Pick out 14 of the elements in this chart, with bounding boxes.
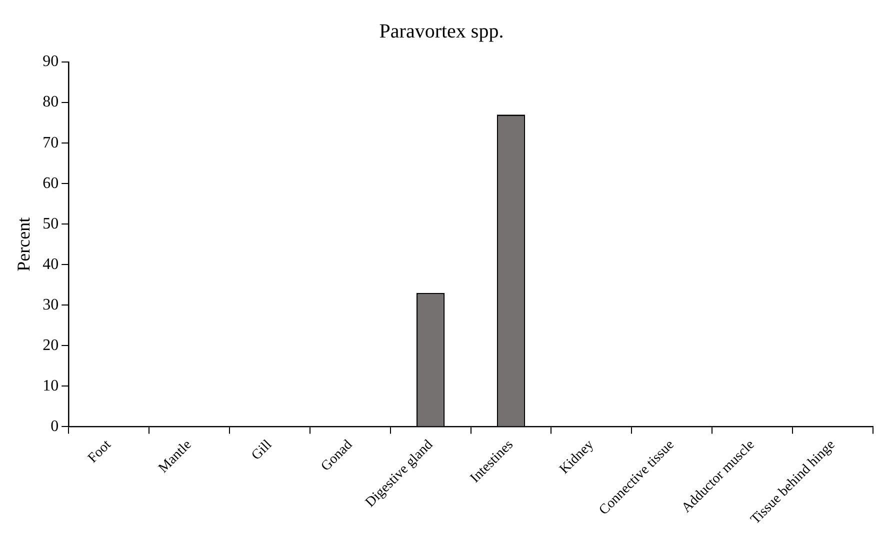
y-tick-label: 50 xyxy=(42,215,59,232)
y-tick-label: 20 xyxy=(42,336,59,354)
y-tick-label: 0 xyxy=(50,418,59,435)
y-tick-label: 40 xyxy=(42,256,59,273)
y-tick-label: 70 xyxy=(42,134,59,152)
chart-title: Paravortex spp. xyxy=(379,20,504,42)
y-axis-title: Percent xyxy=(14,217,34,272)
y-tick-label: 10 xyxy=(42,377,59,394)
y-tick-label: 90 xyxy=(42,53,59,70)
y-tick-label: 30 xyxy=(42,296,59,314)
x-tick-label: Gill xyxy=(249,437,276,464)
y-tick-label: 60 xyxy=(42,174,59,192)
x-tick-label: Foot xyxy=(85,437,114,466)
y-tick-label: 80 xyxy=(42,94,59,111)
